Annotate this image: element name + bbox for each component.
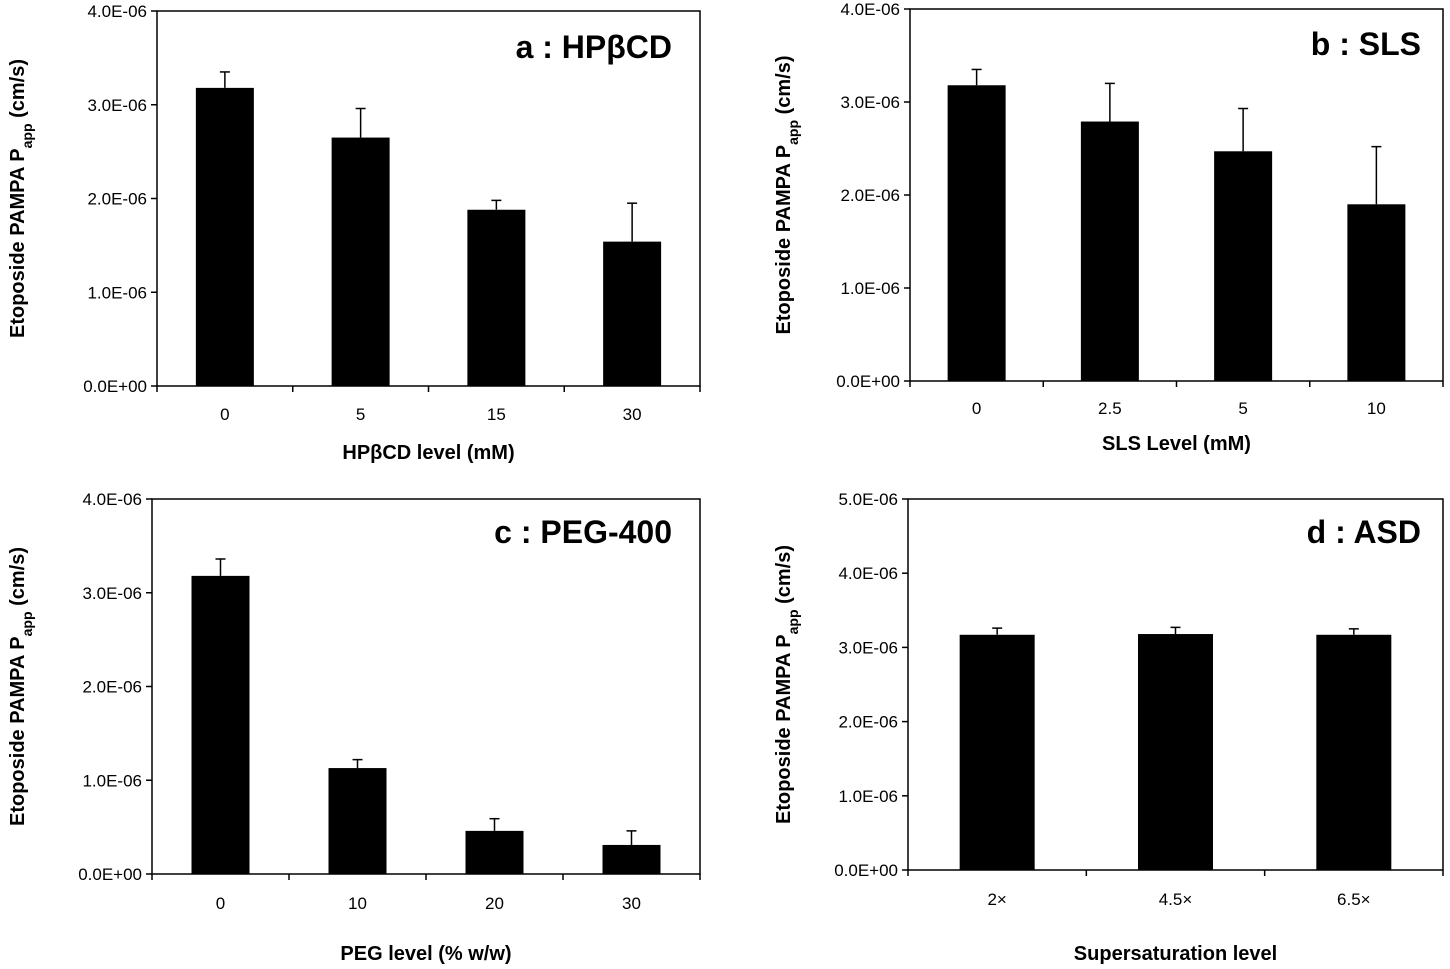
y-tick-label: 0.0E+00 bbox=[78, 865, 142, 884]
y-axis-title-subscript: app bbox=[785, 120, 801, 145]
chart-panel-4: 0.0E+00 1.0E-06 2.0E-06 3.0E-06 4.0E-06 5.0E-… bbox=[773, 490, 1444, 965]
y-tick-label: 0.0E+00 bbox=[83, 377, 147, 396]
bar-3 bbox=[467, 209, 526, 386]
y-tick-label: 3.0E-06 bbox=[840, 93, 900, 112]
x-tick-label: 2× bbox=[987, 890, 1006, 909]
x-axis-title: Supersaturation level bbox=[1074, 943, 1277, 965]
bar-1 bbox=[959, 634, 1035, 870]
y-tick-label: 1.0E-06 bbox=[840, 279, 900, 298]
bar-3 bbox=[465, 830, 524, 874]
x-tick-label: 30 bbox=[623, 405, 642, 424]
y-tick-label: 4.0E-06 bbox=[840, 0, 900, 19]
y-tick-label: 3.0E-06 bbox=[838, 638, 898, 657]
bar-2 bbox=[1080, 121, 1139, 381]
x-axis-title: SLS Level (mM) bbox=[1102, 433, 1251, 455]
y-tick-label: 5.0E-06 bbox=[838, 490, 898, 509]
y-tick-label: 0.0E+00 bbox=[834, 861, 898, 880]
y-tick-label: 0.0E+00 bbox=[836, 372, 900, 391]
panel-title: b : SLS bbox=[1311, 26, 1421, 62]
bar-4 bbox=[1347, 204, 1406, 381]
x-tick-label: 6.5× bbox=[1337, 890, 1371, 909]
x-tick-label: 0 bbox=[220, 405, 229, 424]
y-axis-title-main: Etoposide PAMPA P bbox=[773, 634, 795, 824]
y-tick-label: 2.0E-06 bbox=[840, 186, 900, 205]
bar-3 bbox=[1316, 634, 1392, 870]
y-axis-title-main: Etoposide PAMPA P bbox=[773, 145, 795, 335]
y-axis-title-unit: (cm/s) bbox=[7, 547, 29, 611]
y-axis-title-unit: (cm/s) bbox=[773, 545, 795, 609]
x-tick-label: 5 bbox=[1238, 399, 1247, 418]
chart-panel-2: 0.0E+00 1.0E-06 2.0E-06 3.0E-06 4.0E-06 0 2.5 5… bbox=[773, 0, 1444, 455]
y-tick-label: 2.0E-06 bbox=[82, 678, 142, 697]
chart-panel-3: 0.0E+00 1.0E-06 2.0E-06 3.0E-06 4.0E-06 0 10 20… bbox=[7, 490, 701, 965]
x-tick-label: 4.5× bbox=[1159, 890, 1193, 909]
y-axis-title-subscript: app bbox=[19, 611, 35, 636]
panel-title: a : HPβCD bbox=[516, 29, 672, 65]
y-tick-label: 2.0E-06 bbox=[87, 190, 147, 209]
y-axis-title-main: Etoposide PAMPA P bbox=[7, 148, 29, 338]
x-tick-label: 20 bbox=[485, 894, 504, 913]
x-tick-label: 2.5 bbox=[1098, 399, 1122, 418]
x-tick-label: 0 bbox=[216, 894, 225, 913]
panel-title: c : PEG-400 bbox=[494, 514, 672, 550]
chart-panel-1: 0.0E+00 1.0E-06 2.0E-06 3.0E-06 4.0E-06 0 5 15 3… bbox=[7, 2, 701, 464]
y-tick-label: 1.0E-06 bbox=[82, 771, 142, 790]
y-tick-label: 4.0E-06 bbox=[838, 564, 898, 583]
x-tick-label: 10 bbox=[1367, 399, 1386, 418]
bar-2 bbox=[1137, 634, 1213, 870]
x-tick-label: 0 bbox=[972, 399, 981, 418]
y-axis-title-main: Etoposide PAMPA P bbox=[7, 636, 29, 826]
panel-title: d : ASD bbox=[1307, 514, 1421, 550]
x-tick-label: 10 bbox=[348, 894, 367, 913]
y-tick-label: 1.0E-06 bbox=[838, 787, 898, 806]
y-tick-label: 1.0E-06 bbox=[87, 283, 147, 302]
y-tick-label: 3.0E-06 bbox=[87, 96, 147, 115]
bar-1 bbox=[191, 575, 250, 874]
y-tick-label: 2.0E-06 bbox=[838, 713, 898, 732]
x-tick-label: 5 bbox=[356, 405, 365, 424]
bar-2 bbox=[331, 137, 390, 386]
x-tick-label: 30 bbox=[622, 894, 641, 913]
y-axis-title-unit: (cm/s) bbox=[773, 56, 795, 120]
bar-4 bbox=[603, 241, 662, 386]
y-axis-title-subscript: app bbox=[19, 123, 35, 148]
y-axis-title-subscript: app bbox=[785, 609, 801, 634]
bar-2 bbox=[328, 768, 387, 874]
x-axis-title: PEG level (% w/w) bbox=[340, 943, 511, 965]
x-tick-label: 15 bbox=[487, 405, 506, 424]
y-tick-label: 3.0E-06 bbox=[82, 584, 142, 603]
y-axis-title: Etoposide PAMPA Papp (cm/s) bbox=[773, 545, 801, 824]
y-axis-title: Etoposide PAMPA Papp (cm/s) bbox=[7, 59, 35, 338]
bar-1 bbox=[195, 87, 254, 386]
bar-4 bbox=[602, 844, 661, 874]
y-axis-title: Etoposide PAMPA Papp (cm/s) bbox=[7, 547, 35, 826]
bar-3 bbox=[1214, 151, 1273, 381]
x-axis-title: HPβCD level (mM) bbox=[342, 442, 514, 464]
y-axis-title-unit: (cm/s) bbox=[7, 59, 29, 123]
y-tick-label: 4.0E-06 bbox=[82, 490, 142, 509]
y-tick-label: 4.0E-06 bbox=[87, 2, 147, 21]
bar-1 bbox=[947, 85, 1006, 381]
y-axis-title: Etoposide PAMPA Papp (cm/s) bbox=[773, 56, 801, 335]
